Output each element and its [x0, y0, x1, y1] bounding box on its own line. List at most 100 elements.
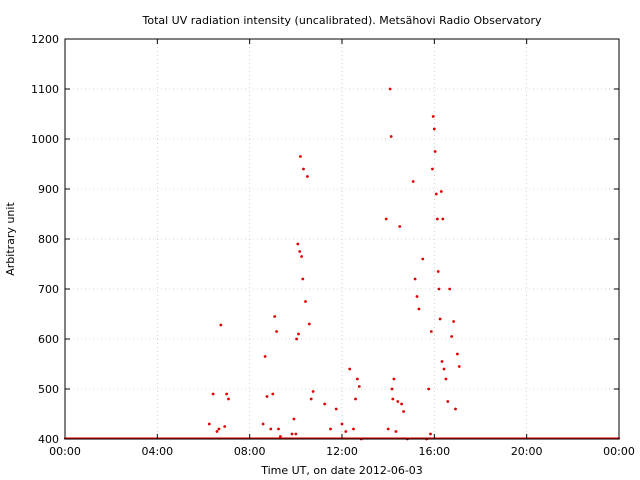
data-point	[394, 430, 398, 433]
data-point	[439, 190, 443, 193]
data-point	[396, 400, 400, 403]
x-tick-label: 04:00	[141, 445, 173, 458]
data-point	[446, 400, 450, 403]
data-point	[223, 425, 227, 428]
data-point	[456, 352, 459, 356]
grid	[65, 39, 619, 439]
data-point	[309, 397, 313, 401]
data-point	[298, 250, 302, 253]
chart-title: Total UV radiation intensity (uncalibrat…	[142, 14, 542, 27]
data-point	[454, 407, 457, 411]
data-point	[301, 277, 305, 281]
data-point	[300, 255, 303, 258]
data-point	[440, 360, 444, 363]
data-point	[311, 390, 315, 393]
data-point	[352, 427, 355, 431]
data-point	[323, 402, 327, 406]
data-point	[261, 422, 265, 426]
data-point	[290, 432, 294, 436]
data-point	[388, 87, 392, 91]
data-point	[265, 395, 269, 398]
data-point	[348, 367, 352, 371]
data-point	[215, 430, 219, 433]
data-point	[217, 427, 221, 431]
data-point	[441, 217, 445, 221]
data-point	[277, 427, 280, 431]
data-point	[431, 115, 435, 118]
data-point	[279, 435, 282, 438]
data-point	[386, 427, 390, 431]
data-point	[452, 320, 455, 323]
data-point	[431, 167, 434, 171]
data-point	[219, 323, 223, 327]
data-point	[227, 397, 230, 401]
data-point	[444, 377, 448, 381]
data-point	[421, 257, 425, 261]
data-point	[442, 367, 446, 371]
data-point	[436, 217, 439, 221]
data-point	[429, 330, 433, 333]
y-tick-label: 1100	[31, 83, 59, 96]
data-point	[271, 392, 275, 396]
data-point	[225, 392, 229, 396]
x-tick-label: 20:00	[511, 445, 543, 458]
data-point	[392, 377, 396, 381]
data-point	[432, 127, 436, 131]
y-tick-label: 400	[38, 433, 59, 446]
y-tick-label: 1200	[31, 33, 59, 46]
x-tick-label: 16:00	[418, 445, 450, 458]
data-point	[413, 277, 417, 281]
data-point	[434, 192, 438, 196]
data-point	[390, 387, 394, 391]
x-tick-label: 00:00	[49, 445, 81, 458]
data-point	[297, 332, 300, 336]
data-point	[207, 422, 211, 426]
data-point	[344, 430, 348, 433]
data-point	[302, 167, 305, 171]
data-point	[391, 397, 395, 401]
data-point	[398, 225, 402, 228]
data-point	[306, 175, 309, 178]
data-point	[354, 397, 357, 401]
data-point	[436, 270, 440, 273]
y-tick-label: 700	[38, 283, 59, 296]
y-tick-label: 800	[38, 233, 59, 246]
data-point	[292, 417, 296, 421]
x-axis-title: Time UT, on date 2012-06-03	[260, 464, 423, 477]
data-point	[296, 242, 300, 246]
data-point	[433, 150, 437, 153]
data-point	[411, 180, 415, 183]
axis-ticks: 00:00 04:00 08:00 12:00 16:00 20:00 00:0040050…	[31, 33, 635, 458]
data-point	[356, 377, 359, 381]
data-point	[211, 392, 215, 396]
data-point	[269, 427, 273, 431]
data-point	[294, 432, 298, 436]
data-point	[263, 355, 267, 358]
data-point	[438, 317, 442, 321]
data-point	[329, 427, 332, 431]
x-tick-label: 12:00	[326, 445, 358, 458]
data-point	[427, 387, 430, 391]
y-tick-label: 500	[38, 383, 59, 396]
y-tick-label: 600	[38, 333, 59, 346]
data-point	[273, 315, 277, 318]
x-tick-label: 00:00	[603, 445, 635, 458]
x-tick-label: 08:00	[234, 445, 266, 458]
data-point	[340, 422, 344, 426]
data-point	[357, 385, 361, 388]
data-point	[417, 307, 421, 311]
data-point	[304, 300, 307, 303]
data-point	[448, 287, 452, 291]
data-point	[457, 365, 461, 368]
data-point	[299, 155, 302, 158]
data-point	[437, 287, 441, 291]
data-point	[450, 335, 453, 338]
data-point	[429, 432, 432, 436]
data-point	[334, 407, 338, 411]
data-point	[295, 337, 298, 341]
data-point	[275, 330, 278, 333]
data-point	[307, 322, 311, 326]
y-axis-title: Arbitrary unit	[4, 202, 17, 276]
